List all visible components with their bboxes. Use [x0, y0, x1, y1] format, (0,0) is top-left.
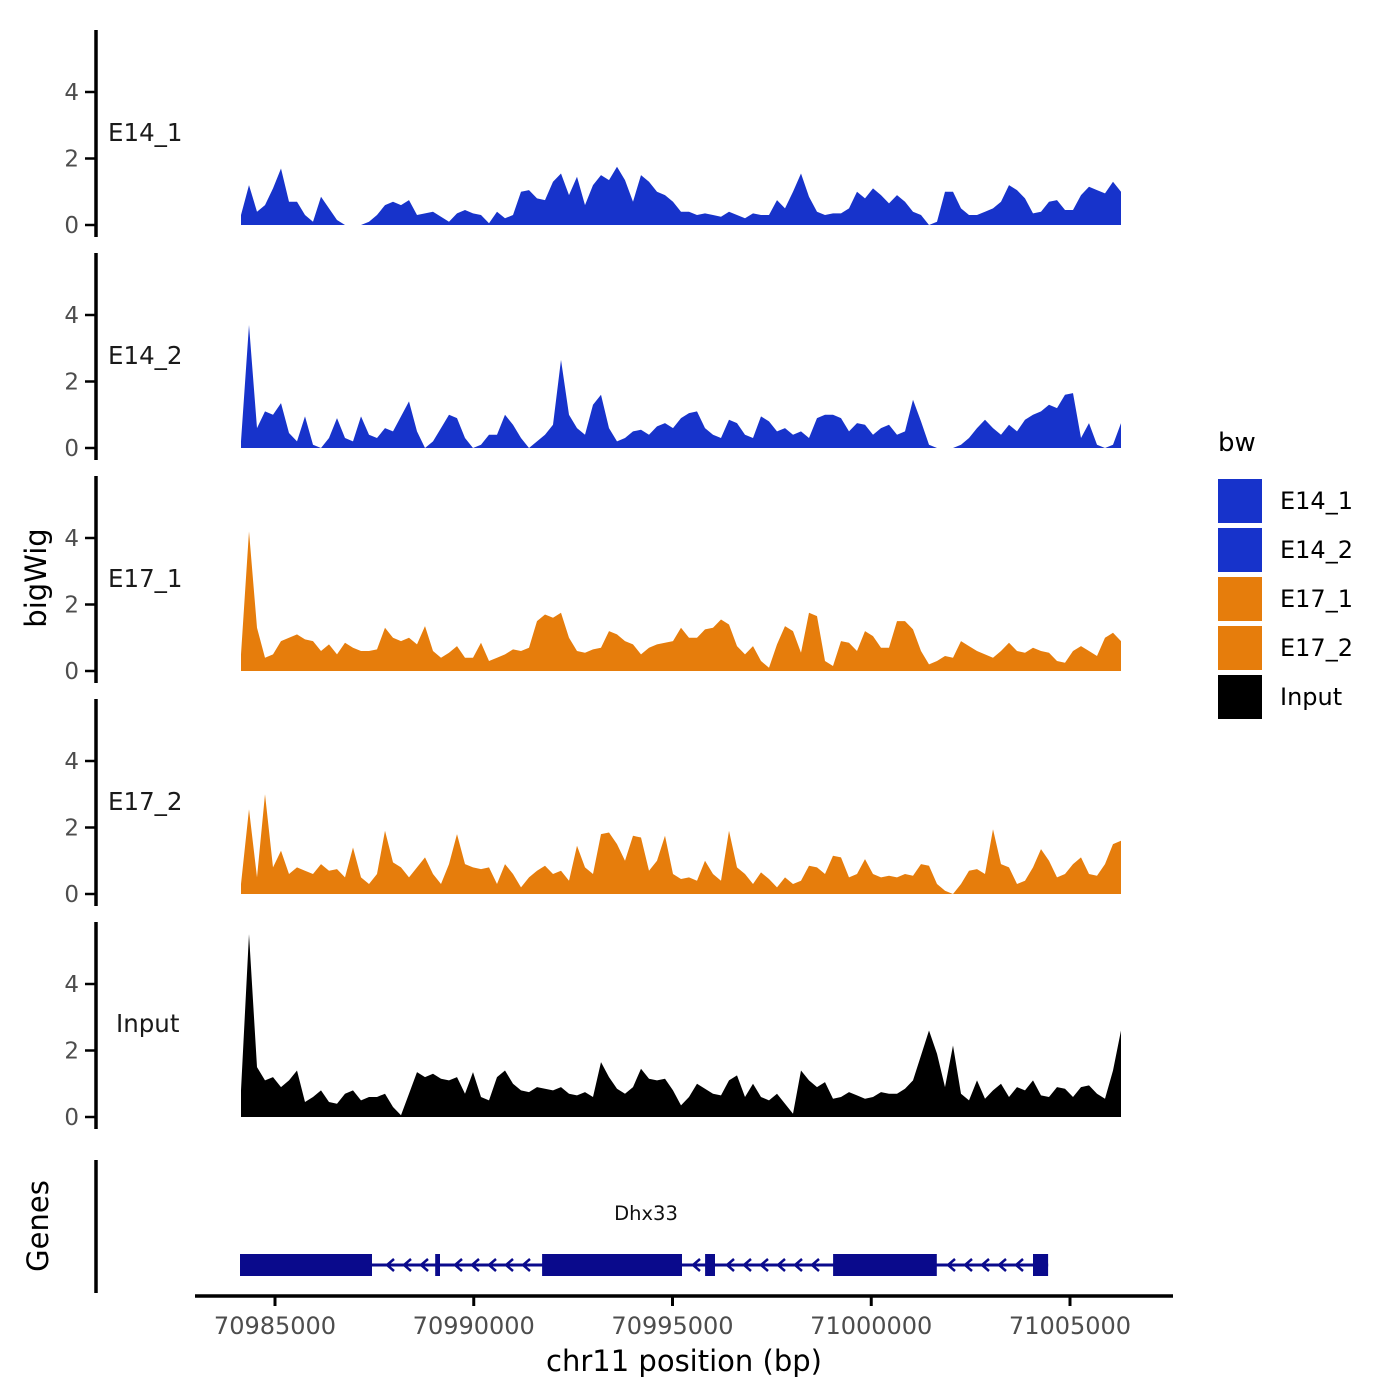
track-label-e17-1: E17_1: [108, 564, 183, 593]
strand-arrow: [487, 1258, 497, 1272]
legend-label-e14-1: E14_1: [1280, 486, 1353, 515]
y-tick-label: 4: [64, 749, 79, 775]
x-tick-label: 70985000: [214, 1312, 336, 1340]
legend-swatch-e17-1: [1218, 576, 1262, 621]
y-tick-label: 0: [64, 882, 79, 908]
legend-label-input: Input: [1280, 682, 1343, 711]
gene-exon: [542, 1254, 682, 1276]
gene-exon: [435, 1254, 440, 1276]
legend-title: bw: [1218, 428, 1256, 458]
strand-arrow: [980, 1258, 990, 1272]
strand-arrow: [1014, 1258, 1024, 1272]
gene-exon: [240, 1254, 372, 1276]
y-tick-label: 0: [64, 436, 79, 462]
gene-exon: [1033, 1254, 1049, 1276]
genes-axis-title: Genes: [21, 1180, 55, 1272]
y-tick-label: 4: [64, 303, 79, 329]
y-tick-label: 2: [64, 816, 79, 842]
legend: bw E14_1 E14_2 E17_1 E17_2 Input: [1218, 428, 1353, 721]
strand-arrow: [402, 1258, 412, 1272]
strand-arrow: [759, 1258, 769, 1272]
strand-arrow: [725, 1258, 735, 1272]
y-tick-label: 0: [64, 659, 79, 685]
y-tick-label: 2: [64, 593, 79, 619]
gene-exon: [833, 1254, 937, 1276]
strand-arrow: [419, 1258, 429, 1272]
strand-arrow: [946, 1258, 956, 1272]
strand-arrow: [742, 1258, 752, 1272]
gene-exon: [705, 1254, 715, 1276]
legend-entry: E14_1: [1218, 476, 1353, 525]
legend-entry: E14_2: [1218, 525, 1353, 574]
legend-swatch-e17-2: [1218, 625, 1262, 670]
legend-swatch-e14-1: [1218, 478, 1262, 523]
signal-area-E14_1: [241, 166, 1121, 225]
legend-entry: E17_1: [1218, 574, 1353, 623]
track-label-e14-2: E14_2: [108, 341, 183, 370]
strand-arrow: [691, 1258, 701, 1272]
strand-arrow: [385, 1258, 395, 1272]
y-axis-title: bigWig: [19, 528, 53, 628]
track-label-e17-2: E17_2: [108, 787, 183, 816]
y-tick-label: 0: [64, 1105, 79, 1131]
legend-entry: Input: [1218, 672, 1353, 721]
legend-label-e14-2: E14_2: [1280, 535, 1353, 564]
legend-swatch-e14-2: [1218, 527, 1262, 572]
strand-arrow: [504, 1258, 514, 1272]
x-tick-label: 70995000: [611, 1312, 733, 1340]
signal-area-E17_1: [241, 531, 1121, 671]
strand-arrow: [810, 1258, 820, 1272]
strand-arrow: [470, 1258, 480, 1272]
strand-arrow: [793, 1258, 803, 1272]
strand-arrow: [997, 1258, 1007, 1272]
signal-area-E17_2: [241, 794, 1121, 894]
track-label-e14-1: E14_1: [108, 118, 183, 147]
legend-label-e17-2: E17_2: [1280, 633, 1353, 662]
signal-area-Input: [241, 934, 1121, 1117]
y-tick-label: 4: [64, 526, 79, 552]
strand-arrow: [521, 1258, 531, 1272]
signal-area-E14_2: [241, 325, 1121, 448]
legend-label-e17-1: E17_1: [1280, 584, 1353, 613]
x-tick-label: 71005000: [1009, 1312, 1131, 1340]
x-tick-label: 70990000: [413, 1312, 535, 1340]
x-axis-title: chr11 position (bp): [546, 1344, 822, 1378]
y-tick-label: 2: [64, 370, 79, 396]
y-tick-label: 4: [64, 972, 79, 998]
legend-entry: E17_2: [1218, 623, 1353, 672]
y-tick-label: 4: [64, 80, 79, 106]
legend-swatch-input: [1218, 674, 1262, 719]
y-tick-label: 2: [64, 147, 79, 173]
y-tick-label: 0: [64, 213, 79, 239]
y-tick-label: 2: [64, 1039, 79, 1065]
strand-arrow: [453, 1258, 463, 1272]
x-tick-label: 71000000: [810, 1312, 932, 1340]
strand-arrow: [776, 1258, 786, 1272]
gene-name-label: Dhx33: [614, 1202, 678, 1225]
strand-arrow: [963, 1258, 973, 1272]
track-label-input: Input: [116, 1009, 180, 1038]
